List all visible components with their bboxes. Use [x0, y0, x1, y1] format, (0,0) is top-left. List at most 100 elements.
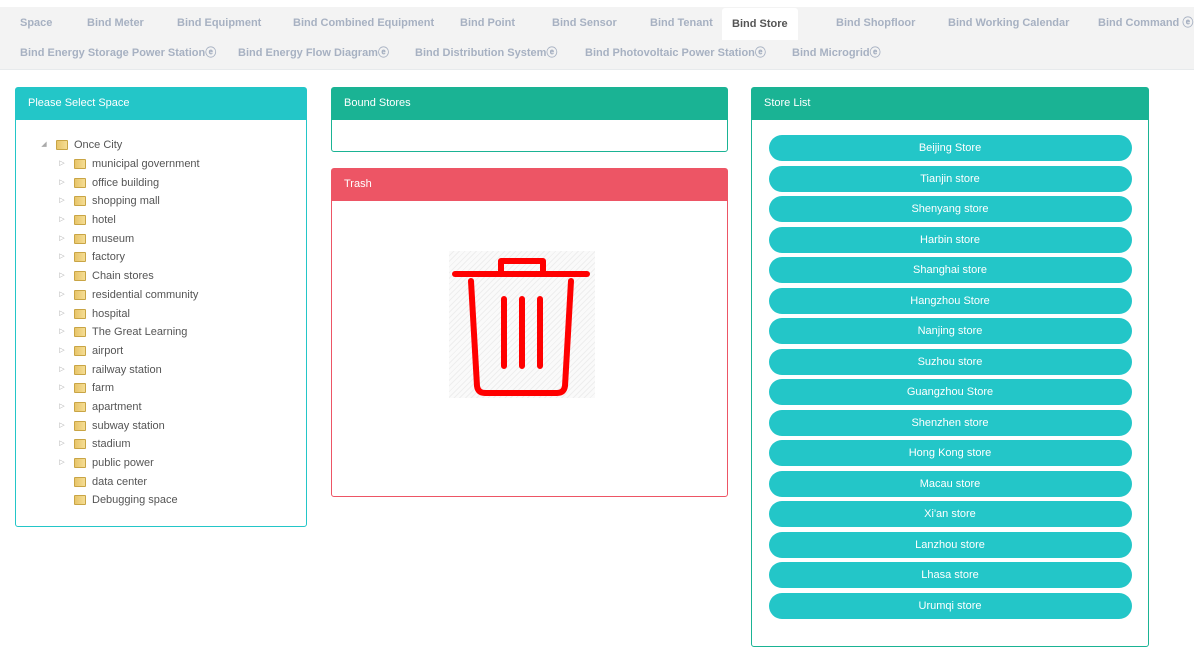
- collapsed-arrow-icon[interactable]: ▷: [59, 234, 65, 242]
- tree-node[interactable]: ▷ The Great Learning: [38, 323, 306, 342]
- folder-icon: [74, 233, 86, 244]
- store-item[interactable]: Beijing Store: [768, 135, 1132, 161]
- store-item[interactable]: Tianjin store: [768, 165, 1132, 192]
- folder-icon: [74, 308, 86, 319]
- collapsed-arrow-icon[interactable]: ▷: [59, 328, 65, 336]
- store-list-panel: Store List Beijing Store Tianjin store She…: [751, 87, 1149, 647]
- store-item[interactable]: Hangzhou Store: [768, 287, 1132, 314]
- store-list-title: Store List: [752, 88, 1148, 120]
- tree-node[interactable]: ▷ residential community: [38, 286, 306, 305]
- tab-bind-point[interactable]: Bind Point: [460, 17, 515, 29]
- tree-node-label: farm: [92, 382, 114, 395]
- tree-node-label: hospital: [92, 307, 130, 320]
- tab-bind-energy-flow-diagram-[interactable]: Bind Energy Flow Diagramⓔ: [238, 47, 389, 59]
- folder-icon: [74, 383, 86, 394]
- tree-node-label: hotel: [92, 214, 116, 227]
- store-item[interactable]: Guangzhou Store: [768, 379, 1132, 405]
- tab-bind-tenant[interactable]: Bind Tenant: [650, 17, 713, 29]
- collapsed-arrow-icon[interactable]: ▷: [59, 253, 65, 261]
- tree-node[interactable]: ▷ hotel: [38, 211, 306, 230]
- folder-icon: [74, 364, 86, 375]
- folder-icon: [74, 289, 86, 300]
- trash-panel[interactable]: Trash: [331, 168, 728, 497]
- store-item[interactable]: Lhasa store: [768, 562, 1132, 588]
- tree-node-label: factory: [92, 251, 126, 264]
- store-item[interactable]: Urumqi store: [768, 592, 1132, 619]
- tree-node[interactable]: ▷ airport: [38, 342, 306, 361]
- expanded-arrow-icon[interactable]: ◢: [41, 141, 47, 149]
- tab-bind-command-[interactable]: Bind Command ⓔ: [1098, 17, 1194, 29]
- collapsed-arrow-icon[interactable]: ▷: [59, 459, 65, 467]
- folder-icon: [74, 327, 86, 338]
- tree-node-label: shopping mall: [92, 195, 160, 208]
- store-item[interactable]: Shenyang store: [768, 196, 1132, 222]
- collapsed-arrow-icon[interactable]: ▷: [59, 402, 65, 410]
- store-item[interactable]: Lanzhou store: [768, 531, 1132, 558]
- tab-bind-working-calendar[interactable]: Bind Working Calendar: [948, 17, 1070, 29]
- tree-node[interactable]: ▷ Chain stores: [38, 267, 306, 286]
- folder-icon: [74, 177, 86, 188]
- collapsed-arrow-icon[interactable]: ▷: [59, 160, 65, 168]
- folder-icon: [74, 458, 86, 469]
- folder-icon: [74, 495, 86, 506]
- tab-bind-sensor[interactable]: Bind Sensor: [552, 17, 617, 29]
- tab-bind-photovoltaic-power-station-[interactable]: Bind Photovoltaic Power Stationⓔ: [585, 47, 766, 59]
- store-item[interactable]: Shanghai store: [768, 257, 1132, 283]
- tree-node[interactable]: ▷ factory: [38, 248, 306, 267]
- tree-node[interactable]: ▷ railway station: [38, 360, 306, 379]
- tab-bind-store[interactable]: Bind Store: [722, 8, 798, 40]
- tree-node-label: office building: [92, 176, 160, 189]
- store-item[interactable]: Suzhou store: [768, 348, 1132, 375]
- tab-bind-equipment[interactable]: Bind Equipment: [177, 17, 262, 29]
- tree-node-label: stadium: [92, 438, 131, 451]
- store-item[interactable]: Macau store: [768, 470, 1132, 497]
- store-item[interactable]: Shenzhen store: [768, 409, 1132, 436]
- collapsed-arrow-icon[interactable]: ▷: [59, 440, 65, 448]
- tree-node[interactable]: ▷ hospital: [38, 304, 306, 323]
- folder-icon: [74, 252, 86, 263]
- collapsed-arrow-icon[interactable]: ▷: [59, 272, 65, 280]
- collapsed-arrow-icon[interactable]: ▷: [59, 197, 65, 205]
- collapsed-arrow-icon[interactable]: ▷: [59, 216, 65, 224]
- space-panel-title: Please Select Space: [16, 88, 306, 120]
- folder-icon: [74, 271, 86, 282]
- trash-title: Trash: [332, 169, 727, 201]
- tree-node[interactable]: data center: [38, 472, 306, 491]
- tab-bind-distribution-system-[interactable]: Bind Distribution Systemⓔ: [415, 47, 558, 59]
- tree-node[interactable]: ▷ shopping mall: [38, 192, 306, 211]
- collapsed-arrow-icon[interactable]: ▷: [59, 346, 65, 354]
- tab-bar: Space Bind Meter Bind Equipment Bind Combin…: [0, 7, 1194, 70]
- collapsed-arrow-icon[interactable]: ▷: [59, 365, 65, 373]
- tab-bind-combined-equipment[interactable]: Bind Combined Equipment: [293, 17, 435, 29]
- tab-space[interactable]: Space: [20, 17, 53, 29]
- tree-node[interactable]: ▷ municipal government: [38, 155, 306, 174]
- tab-bind-meter[interactable]: Bind Meter: [87, 17, 144, 29]
- collapsed-arrow-icon[interactable]: ▷: [59, 384, 65, 392]
- tree-node[interactable]: ◢ Once City: [38, 136, 306, 155]
- tree-node[interactable]: ▷ apartment: [38, 398, 306, 417]
- tree-node[interactable]: ▷ stadium: [38, 435, 306, 454]
- collapsed-arrow-icon[interactable]: ▷: [59, 178, 65, 186]
- tree-node[interactable]: ▷ public power: [38, 454, 306, 473]
- collapsed-arrow-icon[interactable]: ▷: [59, 421, 65, 429]
- store-item[interactable]: Harbin store: [768, 226, 1132, 253]
- store-item[interactable]: Hong Kong store: [768, 440, 1132, 466]
- collapsed-arrow-icon[interactable]: ▷: [59, 309, 65, 317]
- tree-node[interactable]: ▷ farm: [38, 379, 306, 398]
- tree-node-label: The Great Learning: [92, 326, 188, 339]
- tree-node-label: Debugging space: [92, 494, 178, 507]
- store-item[interactable]: Xi'an store: [768, 501, 1132, 527]
- tree-node[interactable]: Debugging space: [38, 491, 306, 510]
- tree-node[interactable]: ▷ office building: [38, 173, 306, 192]
- tree-node[interactable]: ▷ museum: [38, 229, 306, 248]
- bound-stores-title: Bound Stores: [332, 88, 727, 120]
- tree-node-label: residential community: [92, 288, 199, 301]
- collapsed-arrow-icon[interactable]: ▷: [59, 290, 65, 298]
- tab-bind-energy-storage-power-station-[interactable]: Bind Energy Storage Power Stationⓔ: [20, 47, 217, 59]
- tree-node-label: railway station: [92, 363, 162, 376]
- tree-node-label: apartment: [92, 400, 142, 413]
- tab-bind-microgrid-[interactable]: Bind Microgridⓔ: [792, 47, 881, 59]
- tree-node[interactable]: ▷ subway station: [38, 416, 306, 435]
- tab-bind-shopfloor[interactable]: Bind Shopfloor: [836, 17, 916, 29]
- store-item[interactable]: Nanjing store: [768, 318, 1132, 344]
